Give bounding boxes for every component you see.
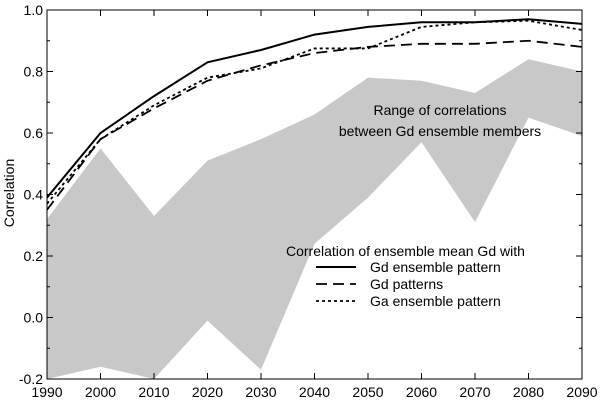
y-tick-label: -0.2 bbox=[19, 371, 43, 387]
band-annotation-line-1: Range of correlations bbox=[373, 102, 506, 118]
x-tick-label: 2010 bbox=[138, 384, 169, 400]
correlation-range-band bbox=[47, 59, 582, 379]
series-line-3 bbox=[47, 19, 582, 205]
x-tick-label: 2020 bbox=[192, 384, 223, 400]
x-tick-label: 2090 bbox=[566, 384, 597, 400]
legend-label-1: Gd ensemble pattern bbox=[370, 259, 501, 275]
x-tick-label: 1990 bbox=[31, 384, 62, 400]
y-tick-label: 0.8 bbox=[24, 64, 44, 80]
y-axis-title: Correlation bbox=[1, 159, 17, 227]
x-tick-label: 2000 bbox=[85, 384, 116, 400]
legend-title: Correlation of ensemble mean Gd with bbox=[286, 243, 525, 259]
x-tick-label: 2050 bbox=[352, 384, 383, 400]
legend-label-3: Ga ensemble pattern bbox=[370, 293, 501, 309]
series-line-2 bbox=[47, 39, 582, 211]
x-tick-label: 2080 bbox=[513, 384, 544, 400]
y-tick-label: 1.0 bbox=[24, 2, 44, 18]
y-tick-label: 0.6 bbox=[24, 125, 44, 141]
y-tick-label: 0.0 bbox=[24, 310, 44, 326]
x-tick-label: 2060 bbox=[406, 384, 437, 400]
y-tick-label: 0.2 bbox=[24, 248, 44, 264]
series-line-1 bbox=[47, 18, 582, 199]
x-tick-label: 2030 bbox=[245, 384, 276, 400]
legend-label-2: Gd patterns bbox=[370, 276, 443, 292]
x-tick-label: 2070 bbox=[459, 384, 490, 400]
x-tick-label: 2040 bbox=[299, 384, 330, 400]
band-annotation-line-2: between Gd ensemble members bbox=[339, 123, 541, 139]
y-tick-label: 0.4 bbox=[24, 187, 44, 203]
